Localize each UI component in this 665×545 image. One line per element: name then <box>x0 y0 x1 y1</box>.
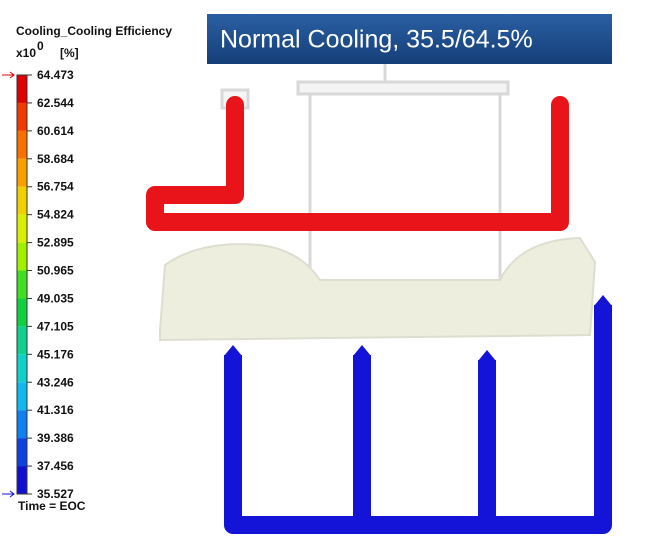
max-marker <box>2 71 15 79</box>
color-bar-segment <box>17 75 27 103</box>
color-bar-segment <box>17 270 27 299</box>
tick-label: 52.895 <box>37 236 74 250</box>
tick-label: 41.316 <box>37 403 74 417</box>
color-bar-segment <box>17 130 27 159</box>
tick-label: 45.176 <box>37 347 74 361</box>
color-bar-segment <box>17 438 27 467</box>
tick-label: 64.473 <box>37 68 74 82</box>
color-bar-segment <box>17 298 27 327</box>
cooling-line-cold <box>224 305 612 534</box>
min-marker <box>2 490 15 498</box>
legend-unit: [%] <box>60 46 79 60</box>
tick-label: 56.754 <box>37 180 74 194</box>
legend-footer: Time = EOC <box>18 499 86 513</box>
tick-label: 54.824 <box>37 208 74 222</box>
tick-label: 62.544 <box>37 96 74 110</box>
part-ghost <box>220 48 510 285</box>
tick-label: 47.105 <box>37 319 74 333</box>
color-bar-segment <box>17 158 27 187</box>
color-bar-segment <box>17 326 27 355</box>
part-body <box>159 236 597 342</box>
tick-label: 50.965 <box>37 264 74 278</box>
color-bar-segment <box>17 186 27 215</box>
color-bar-segment <box>17 102 27 131</box>
cooling-line-hot <box>146 96 569 231</box>
color-bar-segment <box>17 466 27 494</box>
tick-label: 49.035 <box>37 291 74 305</box>
legend-exponent: 0 <box>37 39 44 53</box>
tick-label: 35.527 <box>37 487 74 501</box>
legend-scale: x10 <box>16 46 36 60</box>
tick-label: 43.246 <box>37 375 74 389</box>
banner-box <box>207 14 612 64</box>
banner-text: Normal Cooling, 35.5/64.5% <box>220 26 533 54</box>
tick-label: 39.386 <box>37 431 74 445</box>
tick-label: 60.614 <box>37 124 74 138</box>
color-bar-segment <box>17 214 27 243</box>
color-bar-frame <box>16 74 28 495</box>
legend-title: Cooling_Cooling Efficiency <box>16 24 172 38</box>
tick-label: 37.456 <box>37 459 74 473</box>
color-bar-segment <box>17 354 27 383</box>
tick-label: 58.684 <box>37 152 74 166</box>
cold-tips <box>224 295 612 361</box>
color-bar-segment <box>17 382 27 411</box>
color-bar-segment <box>17 242 27 271</box>
color-bar: 64.473 62.544 60.614 58.684 56.754 54.824 52.8… <box>2 68 74 501</box>
color-bar-segment <box>17 410 27 439</box>
